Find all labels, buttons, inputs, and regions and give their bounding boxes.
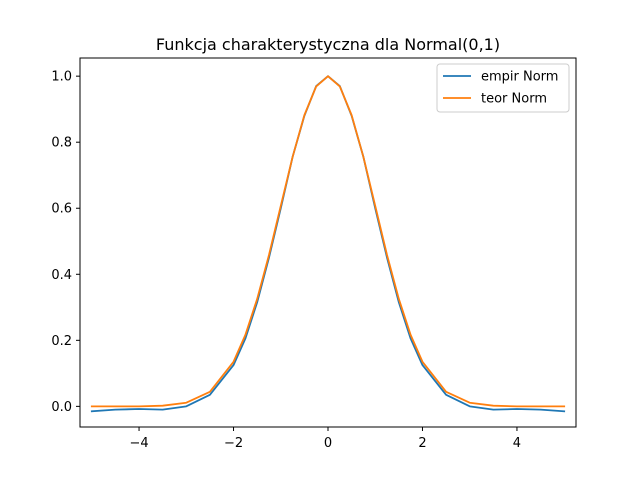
y-tick-label: 0.2 — [51, 334, 72, 349]
legend-label-0: empir Norm — [481, 70, 558, 85]
series-layer — [90, 75, 566, 413]
y-tick-label: 0.4 — [51, 268, 72, 283]
series-line-1 — [90, 75, 566, 408]
legend-label-1: teor Norm — [481, 92, 547, 107]
x-tick-label: 4 — [513, 436, 521, 451]
x-tick-label: −4 — [129, 436, 148, 451]
x-tick-label: 0 — [324, 436, 332, 451]
y-tick-label: 1.0 — [51, 70, 72, 85]
legend: empir Norm teor Norm — [436, 63, 570, 113]
y-tick-label: 0.6 — [51, 202, 72, 217]
y-tick-label: 0.8 — [51, 136, 72, 151]
plot-area — [80, 58, 576, 427]
x-tick-label: −2 — [224, 436, 243, 451]
chart-title: Funkcja charakterystyczna dla Normal(0,1… — [156, 35, 500, 54]
x-tick-label: 2 — [418, 436, 426, 451]
y-tick-label: 0.0 — [51, 400, 72, 415]
axes-layer: −4 −2 0 2 4 0.0 0.2 0.4 0.6 0.8 1.0 — [51, 57, 577, 451]
